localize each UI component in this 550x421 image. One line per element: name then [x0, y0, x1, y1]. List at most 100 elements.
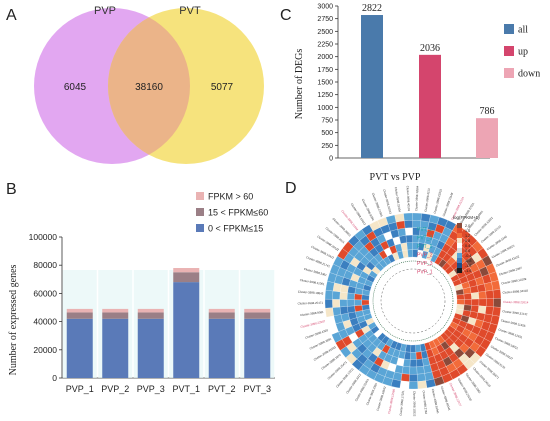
axis-b: 0 20000 40000 60000 80000 100000 PVP_1 PVP_2 PVP… [29, 232, 275, 394]
heatmap-cell [339, 299, 348, 308]
heatmap-cell [492, 289, 502, 299]
sample-label: PVT_2 [417, 227, 433, 233]
heatmap-cell [339, 306, 349, 315]
heatmap-cell [491, 280, 501, 291]
y-tick-label-c: 2750 [317, 16, 333, 23]
bar-segment-b [137, 308, 164, 313]
scale-swatch [457, 238, 462, 243]
heatmap-cell [416, 373, 426, 382]
legend-swatch-b [196, 192, 204, 200]
legend-swatch-b [196, 224, 204, 232]
legend-label-c: all [518, 25, 528, 36]
gene-label: Cluster-3998.32923 [382, 189, 393, 215]
heatmap-cell [420, 213, 431, 223]
x-tick-label-b: PVP_3 [137, 384, 165, 394]
gene-label: Cluster-3998.53941 [431, 388, 440, 414]
bar-segment-b [137, 312, 164, 319]
heatmap-cell [463, 293, 472, 300]
heatmap-cell [415, 351, 423, 360]
scale-tick-label: -1.2 [465, 264, 472, 268]
heatmap-cell [485, 306, 494, 316]
heatmap-cell [404, 220, 413, 229]
dendrogram [372, 260, 454, 342]
sample-label: PVP_3 [417, 261, 433, 267]
heatmap-cell [409, 359, 417, 368]
y-tick-label-c: 3000 [317, 4, 333, 11]
gene-label: Cluster-3998.2987 [498, 266, 522, 277]
heatmap-cell [397, 227, 407, 237]
venn-shared-count: 38160 [135, 82, 163, 93]
data-label-c: 786 [480, 106, 495, 117]
panel-label-c: C [280, 7, 292, 24]
y-tick-label-c: 2000 [317, 54, 333, 61]
sample-label: PVT_1 [417, 244, 433, 250]
heatmap-cell [456, 294, 465, 300]
y-tick-label-c: 750 [321, 118, 333, 125]
scale-swatch [457, 253, 462, 258]
heatmap-cell [394, 213, 405, 223]
scale-swatch [457, 228, 462, 233]
y-tick-label-b: 80000 [33, 260, 57, 270]
y-tick-label-c: 1500 [317, 80, 333, 87]
heatmap-cell [396, 220, 406, 230]
scale-tick-label: 2.0 [465, 224, 470, 228]
heatmap-cell [408, 381, 419, 390]
scale-tick-label: 1.6 [465, 229, 470, 233]
heatmap-cell [405, 234, 413, 243]
axis-c: 0 250 500 750 1000 1250 1500 1750 2000 2250 2500 27… [317, 4, 490, 163]
heatmap-cell [478, 291, 487, 300]
legend-label-c: down [518, 69, 540, 80]
heatmap-cell [324, 289, 334, 300]
bar-segment-b [208, 308, 235, 313]
bar-segment-b [173, 268, 200, 273]
gene-label: Cluster-3998.15334 [394, 187, 402, 213]
heatmap-cell [324, 299, 333, 309]
bar-segment-b [137, 318, 164, 378]
y-tick-label-c: 1750 [317, 67, 333, 74]
stacked-bar-chart: B Number of expressed genes 0 20000 40000 6… [6, 181, 275, 394]
heatmap-cell [400, 373, 410, 382]
heatmap-cell [332, 306, 342, 316]
gene-label: Cluster-3998.21741 [306, 255, 331, 268]
bar-c [419, 54, 441, 158]
scale-swatch [457, 233, 462, 238]
panel-label-b: B [6, 181, 17, 198]
gene-label: Cluster-3998.23331 [433, 188, 443, 214]
bars-c: 2822 2036 786 [361, 3, 498, 159]
bar-segment-b [66, 318, 93, 378]
gene-label: Cluster-3998.4328 [305, 328, 329, 340]
heatmap-title: PVT vs PVP [370, 172, 421, 183]
heatmap-cell [403, 212, 413, 221]
venn-overlap [108, 8, 190, 164]
scale-swatch [457, 223, 462, 228]
gene-label: Cluster-3998.40041 [440, 386, 452, 412]
gene-label: Cluster-3998.18842 [376, 386, 388, 412]
heatmap-color-scale: log(FPKM+1)2.01.61.20.80.40.0-0.4-0.8-1.… [453, 215, 480, 273]
venn-right-count: 5077 [211, 82, 234, 93]
scale-tick-label: -0.8 [465, 259, 472, 263]
heatmap-cell [325, 281, 335, 292]
y-tick-label-c: 2250 [317, 42, 333, 49]
legend-c: all up down [504, 24, 540, 80]
gene-label: Cluster-3998.11455 [500, 318, 526, 328]
legend-label-b: 0 < FPKM≤15 [208, 224, 263, 234]
deg-bar-chart: C Number of DEGs 0 250 500 750 1000 1250 1500 1… [280, 3, 540, 163]
heatmap-cell [486, 298, 494, 307]
y-axis-title-b: Number of expressed genes [8, 264, 19, 375]
legend-swatch-c [504, 24, 514, 34]
heatmap-cell [339, 291, 348, 300]
panel-label-d: D [285, 180, 297, 197]
y-tick-label-c: 1250 [317, 92, 333, 99]
legend-b: FPKM > 60 15 < FPKM≤60 0 < FPKM≤15 [196, 192, 268, 234]
bar-segment-b [244, 312, 271, 319]
y-tick-label-b: 100000 [29, 232, 58, 242]
scale-tick-label: 0.4 [465, 244, 470, 248]
legend-swatch-c [504, 68, 514, 78]
scale-swatch [457, 268, 462, 273]
bar-segment-b [208, 318, 235, 378]
gene-label: Cluster-3998.9081 [300, 310, 324, 317]
heatmap-cell [332, 299, 341, 308]
x-tick-label-b: PVT_1 [172, 384, 200, 394]
gene-label: Cluster-3998.22614 [503, 300, 529, 305]
venn-label-pvp: PVP [94, 5, 116, 17]
